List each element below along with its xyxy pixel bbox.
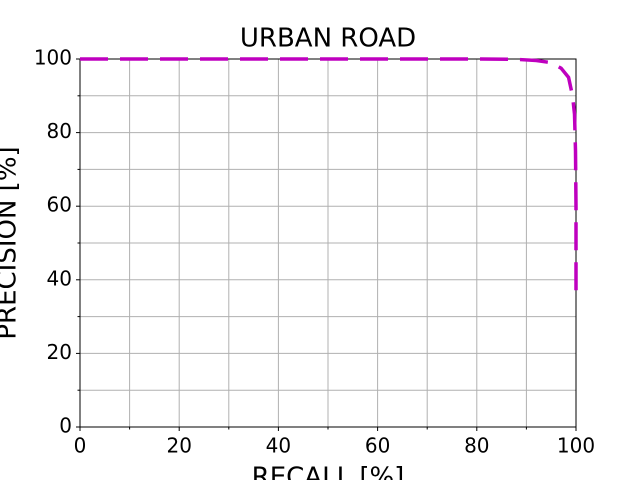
x-tick-label: 20 bbox=[166, 434, 191, 458]
chart-title: URBAN ROAD bbox=[240, 24, 416, 54]
y-tick-label: 20 bbox=[47, 340, 72, 364]
y-tick-label: 60 bbox=[47, 193, 72, 217]
x-tick-label: 0 bbox=[74, 434, 87, 458]
y-tick-label: 80 bbox=[47, 119, 72, 143]
x-tick-label: 40 bbox=[266, 434, 291, 458]
y-tick-label: 100 bbox=[34, 46, 72, 70]
x-tick-label: 100 bbox=[557, 434, 595, 458]
x-axis-label: RECALL [%] bbox=[252, 463, 405, 480]
y-tick-label: 40 bbox=[47, 266, 72, 290]
y-axis-label: PRECISION [%] bbox=[0, 146, 23, 339]
x-tick-label: 80 bbox=[464, 434, 489, 458]
x-tick-label: 60 bbox=[365, 434, 390, 458]
y-tick-label: 0 bbox=[59, 414, 72, 438]
